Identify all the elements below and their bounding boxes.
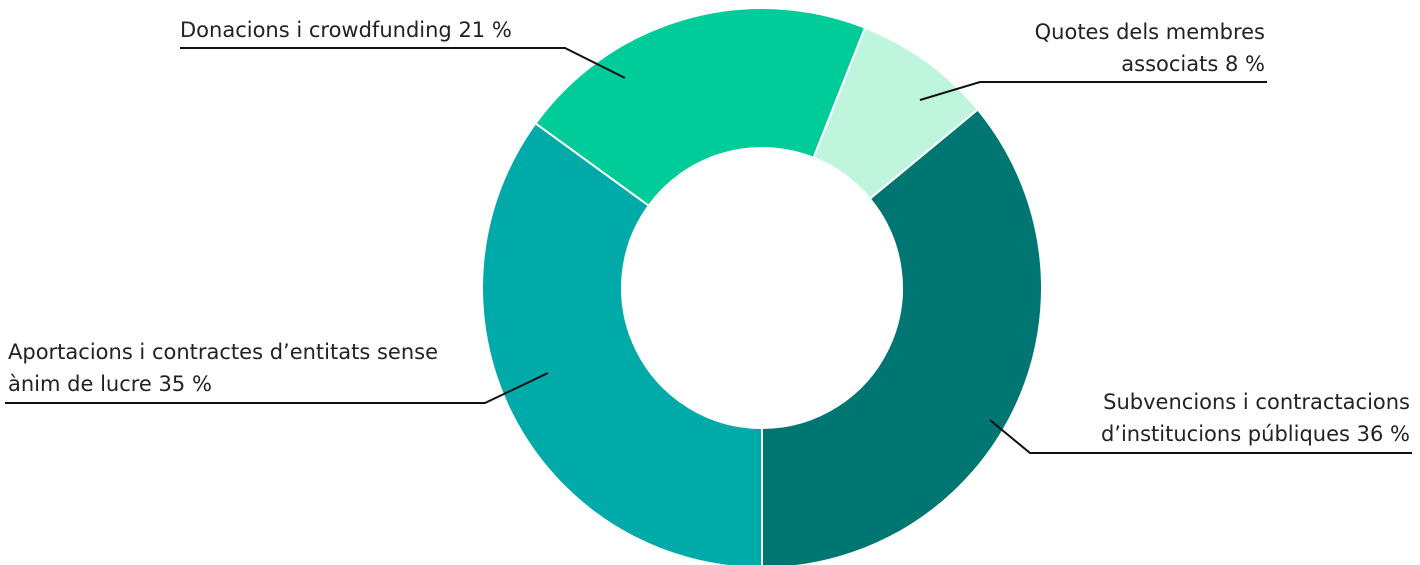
label: Subvencions i contractacions d’instituci… (1030, 386, 1410, 450)
category-label: Aportacions i contractes d’entitats sens… (8, 340, 438, 396)
value-label: 35 % (158, 372, 212, 396)
label: Aportacions i contractes d’entitats sens… (8, 336, 448, 400)
leaders (5, 47, 1412, 454)
value-label: 8 % (1225, 52, 1265, 76)
donut-slice (534, 7, 867, 208)
value-label: 21 % (458, 18, 512, 42)
donut-slice (812, 26, 980, 201)
leader-line (989, 419, 1412, 454)
leader-line (919, 81, 1267, 101)
value-label: 36 % (1356, 422, 1410, 446)
category-label: Quotes dels membres associats (1034, 20, 1265, 76)
category-label: Subvencions i contractacions d’instituci… (1100, 390, 1410, 446)
category-label: Donacions i crowdfunding (180, 18, 452, 42)
donut-slice (761, 108, 1043, 565)
label: Quotes dels membres associats 8 % (995, 16, 1265, 80)
leader-line (180, 47, 626, 79)
donut-slice (481, 122, 763, 565)
leader-line (5, 372, 549, 404)
label: Donacions i crowdfunding 21 % (180, 14, 512, 46)
